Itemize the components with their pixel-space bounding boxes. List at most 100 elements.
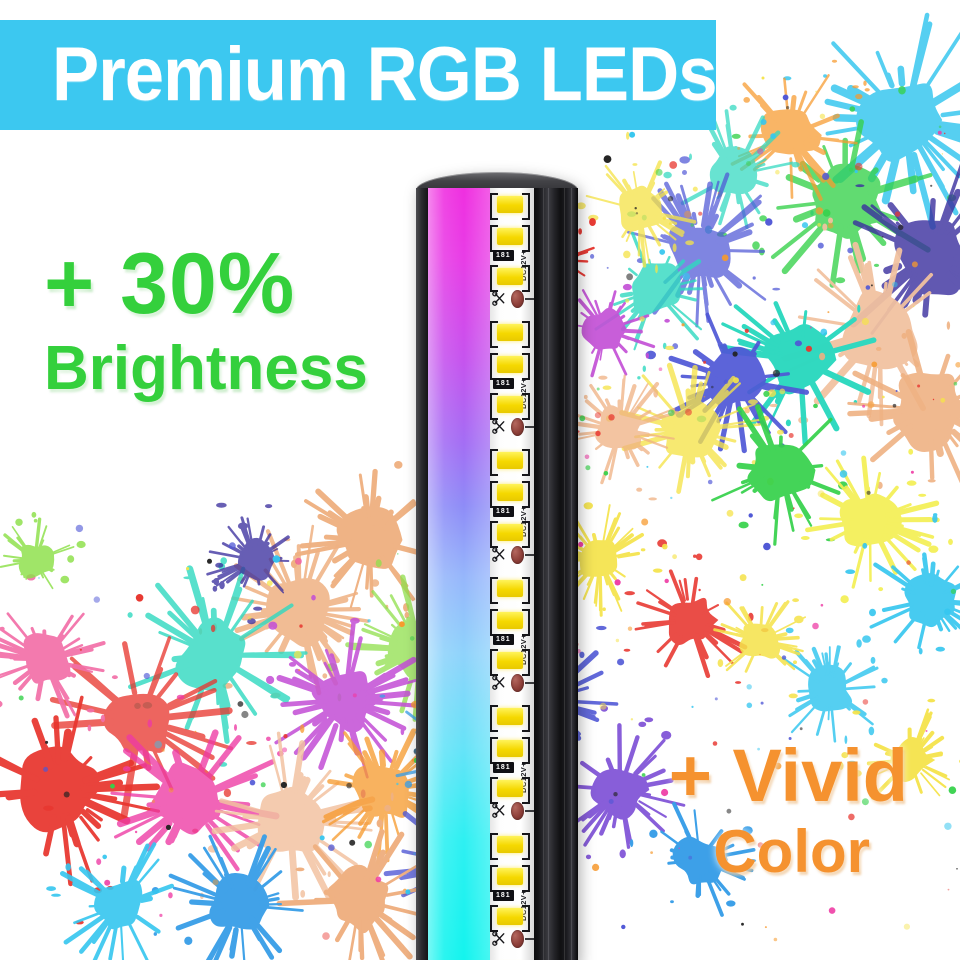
splat-spike [849,223,867,263]
splat-spike [9,656,28,661]
paint-speck [282,747,288,753]
paint-splat [0,695,161,925]
splat-spike [371,590,406,632]
paint-speck [79,648,82,651]
paint-speck [721,254,729,262]
splat-spike [246,517,254,547]
paint-splat [819,321,960,489]
splat-spike [809,113,840,129]
paint-speck [397,553,399,555]
splat-spike [675,268,693,298]
paint-speck [695,553,703,561]
paint-speck [948,786,957,794]
splat-droplet [602,607,606,611]
paint-speck [635,212,639,215]
splat-spike [770,635,800,642]
splat-spike [739,147,773,171]
splat-spike [221,563,245,574]
splat-core [595,405,642,450]
splat-spike [367,677,409,695]
splat-spike [741,606,755,629]
splat-spike [231,829,268,852]
paint-speck [247,615,252,621]
splat-spike [612,533,644,554]
splat-spike [791,417,833,459]
paint-speck [764,926,767,929]
paint-speck [662,216,666,220]
splat-droplet [43,805,54,811]
splat-droplet [862,635,871,643]
splat-droplet [142,702,153,709]
paint-speck [684,210,692,218]
splat-droplet [751,460,757,465]
splat-spike [376,812,385,865]
splat-spike [712,116,731,161]
splat-droplet [704,225,713,234]
splat-spike [722,343,733,366]
splat-spike [700,181,713,229]
splat-droplet [877,481,883,489]
splat-spike [261,533,272,549]
splat-spike [597,300,639,329]
splat-spike [664,181,692,232]
splat-spike [954,421,960,428]
paint-speck [761,76,765,80]
paint-splat [845,513,960,655]
splat-spike [905,329,927,389]
splat-spike [717,341,730,364]
paint-speck [186,567,190,571]
splat-spike [946,425,960,443]
splat-spike [895,221,915,240]
splat-spike [9,789,38,798]
splat-spike [656,215,667,222]
splat-spike [617,333,656,349]
splat-droplet [379,694,386,698]
splat-spike [211,773,258,794]
splat-spike [62,662,105,673]
paint-speck [763,390,770,397]
splat-spike [324,592,359,604]
splat-spike [948,266,960,278]
splat-spike [280,699,329,707]
splat-spike [261,541,270,552]
splat-droplet [748,612,754,622]
splat-spike [228,599,254,635]
splat-spike [319,606,361,612]
splat-spike [67,814,94,883]
paint-speck [723,379,729,384]
splat-spike [375,654,402,667]
splat-spike [857,349,876,404]
splat-spike [295,776,311,803]
splat-spike [852,370,913,403]
splat-spike [69,656,118,701]
splat-spike [25,569,32,580]
paint-splat [199,524,389,698]
splat-spike [347,742,373,774]
splat-spike [822,145,835,172]
splat-spike [847,119,864,176]
splat-spike [739,409,771,456]
splat-spike [811,646,826,676]
splat-spike [594,301,637,331]
splat-spike [605,575,617,597]
solder-pad [511,290,524,308]
splat-spike [587,800,608,819]
splat-spike [889,503,912,514]
splat-spike [269,556,283,561]
splat-droplet [0,626,5,631]
splat-spike [128,922,149,960]
splat-droplet [767,389,777,398]
splat-spike [594,440,607,451]
splat-spike [948,415,960,423]
paint-speck [625,298,630,303]
splat-spike [300,715,335,761]
splat-spike [701,375,736,417]
splat-droplet [375,559,382,568]
paint-speck [658,367,663,372]
splat-spike [929,82,960,107]
splat-spike [917,737,923,746]
splat-droplet [626,131,630,140]
splat-spike [813,348,865,405]
splat-spike [365,699,416,708]
splat-droplet [147,719,153,728]
